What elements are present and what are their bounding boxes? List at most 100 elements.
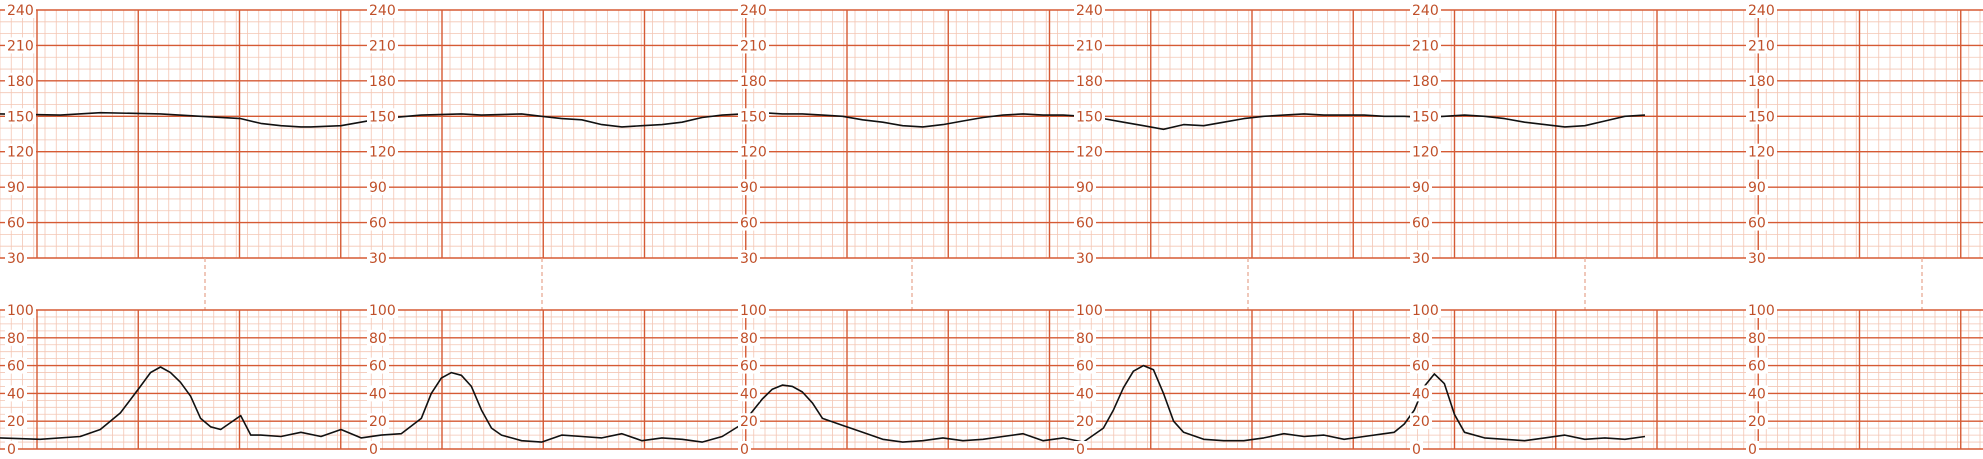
ua-tick-label: 20 xyxy=(7,414,25,430)
ua-axis-labels: 100 80 60 40 20 0 100 80 60 40 20 0 100 80 60 40 20 0 100 8… xyxy=(5,302,1777,458)
ua-tick-label: 40 xyxy=(1076,386,1094,402)
fhr-tick-label: 180 xyxy=(7,74,34,90)
fhr-tick-label: 90 xyxy=(1748,180,1766,196)
fhr-tick-label: 30 xyxy=(7,251,25,267)
ua-tick-bg xyxy=(367,385,389,402)
fhr-tick-label: 180 xyxy=(1748,74,1775,90)
ua-tick-label: 0 xyxy=(740,442,749,458)
fhr-tick-bg xyxy=(1074,72,1105,89)
ua-tick-bg xyxy=(367,329,389,346)
fhr-tick-bg xyxy=(1074,143,1105,160)
fhr-tick-label: 150 xyxy=(1076,109,1103,125)
fhr-tick-bg xyxy=(1746,250,1768,266)
fhr-tick-bg xyxy=(1746,179,1768,196)
ua-tick-label: 80 xyxy=(1748,331,1766,347)
fhr-tick-label: 60 xyxy=(1412,216,1430,232)
ua-tick-bg xyxy=(1074,413,1096,430)
fhr-tick-bg xyxy=(5,143,36,160)
ua-grid xyxy=(0,309,1983,450)
ua-tick-bg xyxy=(5,413,27,430)
fhr-tick-bg xyxy=(1746,72,1777,89)
ua-tick-label: 40 xyxy=(369,386,387,402)
ua-tick-bg xyxy=(1074,302,1105,318)
fhr-tick-bg xyxy=(738,72,769,89)
ua-tick-label: 60 xyxy=(1748,359,1766,375)
fhr-tick-label: 210 xyxy=(1076,38,1103,54)
ua-tick-bg xyxy=(1410,357,1432,374)
ua-tick-label: 20 xyxy=(1748,414,1766,430)
fhr-tick-bg xyxy=(367,108,398,125)
ua-tick-bg xyxy=(738,357,760,374)
ua-tick-label: 100 xyxy=(1748,303,1775,319)
ua-tick-bg xyxy=(1746,441,1759,457)
fhr-tick-label: 210 xyxy=(740,38,767,54)
fhr-axis-labels: 240 210 180 150 120 90 60 30 240 210 180 150 120 90 60… xyxy=(5,2,1777,267)
ua-tick-bg xyxy=(1746,329,1768,346)
fhr-tick-bg xyxy=(1410,37,1441,54)
ua-tick-bg xyxy=(1410,329,1432,346)
ua-tick-bg xyxy=(738,302,769,318)
fhr-tick-bg xyxy=(738,214,760,231)
fhr-tick-bg xyxy=(1746,214,1768,231)
ua-tick-label: 80 xyxy=(1076,331,1094,347)
fhr-tick-bg xyxy=(1410,72,1441,89)
ua-tick-label: 80 xyxy=(7,331,25,347)
ua-tick-label: 20 xyxy=(740,414,758,430)
ua-tick-bg xyxy=(367,413,389,430)
fhr-tick-label: 150 xyxy=(7,109,34,125)
ua-tick-label: 0 xyxy=(1076,442,1085,458)
fhr-tick-label: 150 xyxy=(740,109,767,125)
ua-tick-label: 60 xyxy=(740,359,758,375)
fhr-tick-label: 150 xyxy=(369,109,396,125)
ua-tick-label: 40 xyxy=(7,386,25,402)
fhr-tick-bg xyxy=(1746,143,1777,160)
fhr-tick-bg xyxy=(5,2,36,18)
fhr-tick-bg xyxy=(5,214,27,231)
fhr-tick-label: 30 xyxy=(1076,251,1094,267)
fhr-tick-label: 150 xyxy=(1748,109,1775,125)
fhr-tick-label: 240 xyxy=(369,3,396,19)
fhr-tick-label: 120 xyxy=(1748,145,1775,161)
ua-tick-label: 40 xyxy=(1412,386,1430,402)
ua-panel: 100 80 60 40 20 0 100 80 60 40 20 0 100 80 60 40 20 0 100 8… xyxy=(0,302,1983,458)
ua-tick-label: 40 xyxy=(740,386,758,402)
fhr-tick-bg xyxy=(1074,179,1096,196)
fhr-tick-bg xyxy=(738,143,769,160)
fhr-tick-bg xyxy=(1074,250,1096,266)
fhr-tick-label: 210 xyxy=(369,38,396,54)
ua-tick-label: 0 xyxy=(1412,442,1421,458)
fhr-tick-bg xyxy=(1746,2,1777,18)
fhr-tick-label: 90 xyxy=(1412,180,1430,196)
fhr-tick-bg xyxy=(367,250,389,266)
ua-tick-bg xyxy=(1074,329,1096,346)
fhr-tick-label: 30 xyxy=(369,251,387,267)
fhr-tick-bg xyxy=(738,108,769,125)
fhr-tick-label: 210 xyxy=(1412,38,1439,54)
fhr-tick-bg xyxy=(1074,214,1096,231)
fhr-tick-bg xyxy=(738,250,760,266)
fhr-tick-label: 90 xyxy=(740,180,758,196)
ua-tick-label: 40 xyxy=(1748,386,1766,402)
ua-tick-bg xyxy=(5,357,27,374)
ua-tick-label: 80 xyxy=(369,331,387,347)
fhr-tick-bg xyxy=(5,250,27,266)
ua-tick-bg xyxy=(738,413,760,430)
ua-tick-bg xyxy=(1410,302,1441,318)
fhr-tick-bg xyxy=(367,72,398,89)
ua-tick-bg xyxy=(1410,413,1432,430)
fhr-tick-label: 120 xyxy=(7,145,34,161)
ua-tick-bg xyxy=(1746,385,1768,402)
ua-tick-label: 100 xyxy=(1076,303,1103,319)
ua-tick-bg xyxy=(738,329,760,346)
fhr-tick-bg xyxy=(367,143,398,160)
fhr-tick-bg xyxy=(1410,179,1432,196)
fhr-tick-label: 60 xyxy=(740,216,758,232)
fhr-tick-bg xyxy=(1746,108,1777,125)
fhr-tick-label: 30 xyxy=(1412,251,1430,267)
fhr-tick-label: 30 xyxy=(1748,251,1766,267)
gap-dashed-markers xyxy=(204,258,1923,310)
ua-tick-label: 20 xyxy=(1076,414,1094,430)
ua-tick-bg xyxy=(738,385,760,402)
fhr-tick-bg xyxy=(1410,250,1432,266)
ua-tick-label: 80 xyxy=(740,331,758,347)
